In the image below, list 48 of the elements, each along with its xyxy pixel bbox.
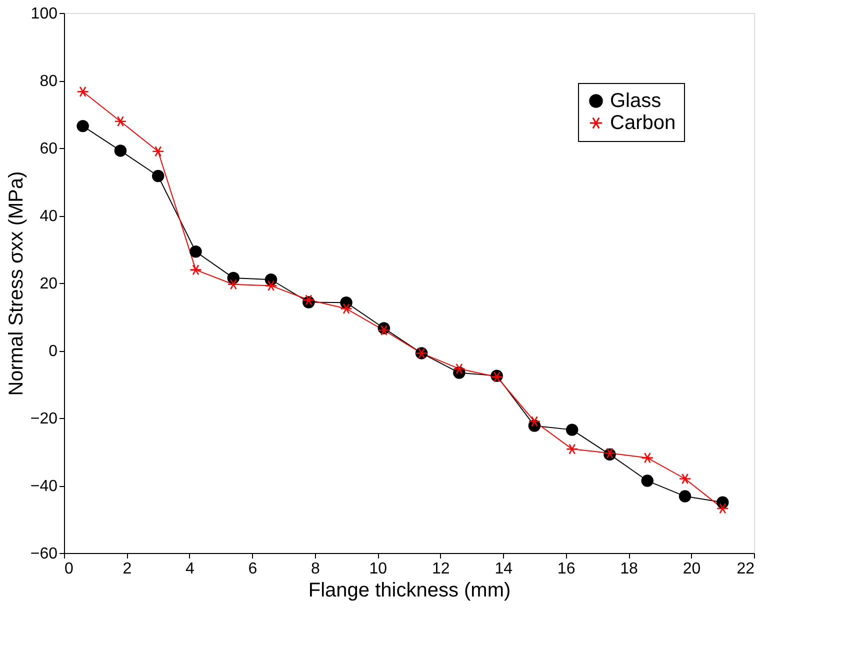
point: [264, 280, 278, 292]
point: [190, 264, 202, 276]
point: [76, 86, 89, 98]
point: [152, 146, 164, 157]
point: [566, 424, 578, 436]
y-tick-label: 40: [40, 208, 58, 225]
point: [453, 363, 466, 374]
point: [604, 448, 616, 458]
point: [566, 444, 578, 454]
legend-label: Glass: [610, 90, 662, 112]
legend-label: Carbon: [610, 112, 676, 134]
x-axis-title: Flange thickness (mm): [308, 580, 511, 602]
y-tick-label: −20: [30, 410, 58, 428]
point: [227, 278, 240, 290]
x-tick-label: 10: [369, 560, 388, 578]
x-tick-label: 0: [64, 560, 74, 578]
x-tick-label: 16: [557, 560, 576, 578]
point: [678, 473, 692, 484]
point: [378, 324, 390, 336]
point: [641, 452, 654, 464]
y-tick-label: −40: [30, 478, 58, 495]
x-tick-label: 20: [682, 560, 701, 578]
y-axis-title: Normal Stress σxx (MPa): [5, 171, 28, 396]
point: [152, 170, 164, 182]
x-tick-label: 8: [310, 560, 320, 578]
point: [302, 294, 315, 306]
y-tick-label: 80: [40, 73, 58, 90]
point: [340, 303, 352, 314]
x-tick-label: 22: [736, 560, 755, 578]
x-tick-label: 6: [248, 560, 258, 578]
y-tick-label: 100: [30, 6, 58, 22]
y-tick-label: −60: [30, 546, 58, 562]
point: [190, 246, 202, 258]
x-tick-label: 14: [494, 560, 513, 578]
y-tick-label: 0: [48, 343, 58, 360]
point: [76, 120, 89, 132]
point: [678, 490, 692, 502]
y-tick-label: 60: [40, 140, 58, 158]
point: [114, 116, 127, 127]
point: [528, 416, 541, 427]
y-tick-label: 20: [40, 276, 58, 292]
x-tick-label: 12: [432, 560, 450, 578]
x-tick-label: 18: [620, 560, 638, 578]
point: [716, 503, 729, 514]
x-tick-label: 2: [122, 560, 132, 578]
point: [641, 474, 654, 487]
x-tick-label: 4: [186, 560, 194, 578]
point: [114, 144, 127, 157]
